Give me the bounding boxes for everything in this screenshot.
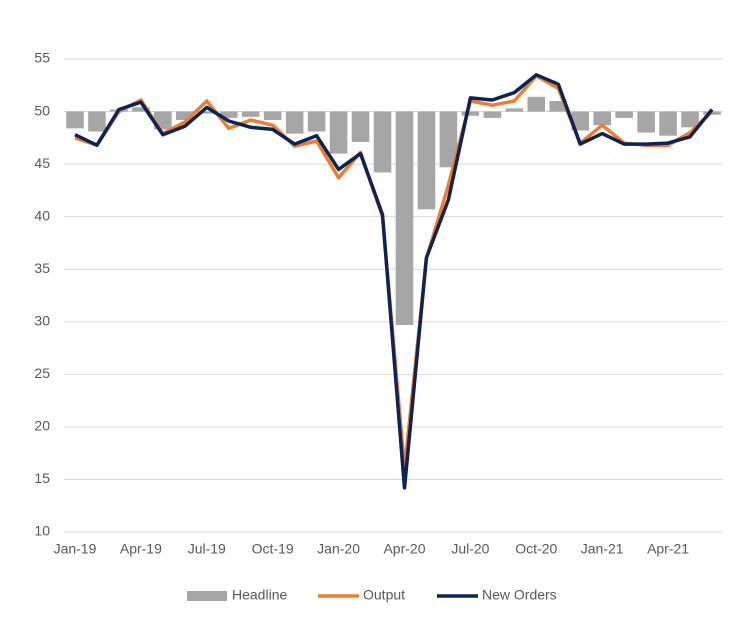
bar (351, 111, 370, 143)
x-tick-label: Jan-21 (581, 541, 624, 557)
line-series (74, 74, 714, 471)
x-tick-label: Oct-20 (515, 541, 557, 557)
legend-label: New Orders (482, 587, 557, 603)
y-tick-label: 30 (34, 312, 50, 328)
x-tick-label: Oct-19 (252, 541, 294, 557)
legend-label: Headline (232, 587, 287, 603)
bar (373, 111, 392, 173)
bar (329, 111, 348, 154)
y-tick-label: 25 (34, 365, 50, 381)
bar (263, 111, 282, 120)
x-tick-label: Apr-20 (383, 541, 425, 557)
bar (527, 96, 546, 112)
x-tick-label: Apr-19 (120, 541, 162, 557)
legend-label: Output (363, 587, 405, 603)
bar (681, 111, 699, 128)
bar (439, 111, 458, 168)
bar (307, 111, 326, 132)
bar (637, 111, 655, 133)
bar (197, 111, 216, 114)
x-tick-label: Jan-20 (317, 541, 360, 557)
bar (593, 111, 611, 126)
bar (285, 111, 304, 134)
y-tick-label: 20 (34, 418, 50, 434)
y-tick-label: 35 (34, 260, 50, 276)
bar (395, 111, 414, 325)
bar (417, 111, 436, 210)
legend-swatch (187, 591, 227, 601)
y-tick-label: 45 (34, 155, 50, 171)
x-tick-label: Jan-19 (54, 541, 97, 557)
x-tick-label: Apr-21 (647, 541, 689, 557)
y-tick-label: 50 (34, 102, 50, 118)
bar (505, 108, 524, 112)
bar (219, 111, 238, 118)
y-tick-label: 15 (34, 470, 50, 486)
bar (571, 111, 590, 131)
bar (241, 111, 260, 117)
bar (132, 107, 150, 112)
line-series (74, 73, 714, 490)
y-tick-label: 40 (34, 207, 50, 223)
x-tick-label: Jul-19 (188, 541, 226, 557)
bar (176, 111, 194, 120)
bar (615, 111, 633, 118)
bar (483, 111, 502, 118)
y-tick-label: 55 (34, 50, 50, 66)
x-tick-label: Jul-20 (451, 541, 489, 557)
bar (66, 111, 84, 129)
y-tick-label: 10 (34, 523, 50, 539)
bar (461, 111, 480, 116)
bar (549, 101, 568, 112)
bar (659, 111, 677, 136)
bar (88, 111, 106, 132)
